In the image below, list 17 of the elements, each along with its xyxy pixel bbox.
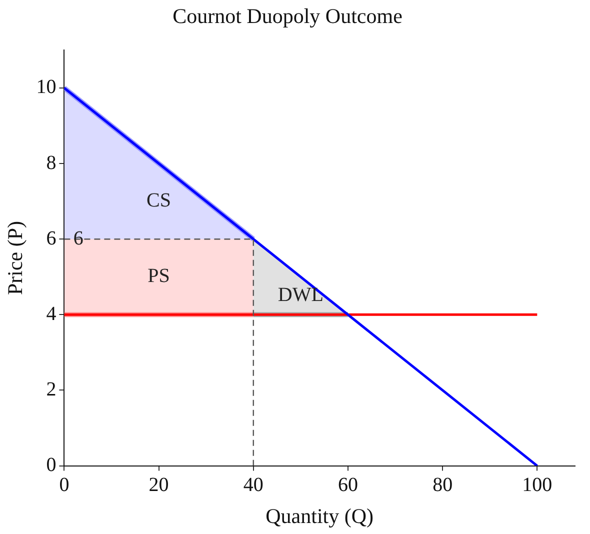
x-tick-label: 20 bbox=[148, 474, 169, 496]
chart-title: Cournot Duopoly Outcome bbox=[172, 4, 402, 28]
y-axis-title: Price (P) bbox=[3, 220, 28, 296]
x-axis-title: Quantity (Q) bbox=[266, 504, 374, 528]
y-tick-label: 8 bbox=[46, 152, 56, 174]
y-tick-label: 10 bbox=[36, 76, 56, 98]
x-tick-label: 100 bbox=[522, 474, 552, 496]
y-tick-label: 4 bbox=[46, 302, 56, 325]
series-label: CS bbox=[146, 190, 172, 212]
series-label: PS bbox=[148, 265, 170, 288]
y-tick-label: 2 bbox=[46, 378, 56, 400]
x-tick-label: 80 bbox=[432, 474, 453, 496]
x-tick-label: 40 bbox=[243, 474, 264, 496]
y-tick-label: 0 bbox=[46, 454, 56, 476]
y-tick-label: 6 bbox=[46, 227, 56, 250]
x-tick-label: 60 bbox=[338, 474, 358, 496]
series-label: DWL bbox=[278, 284, 324, 306]
